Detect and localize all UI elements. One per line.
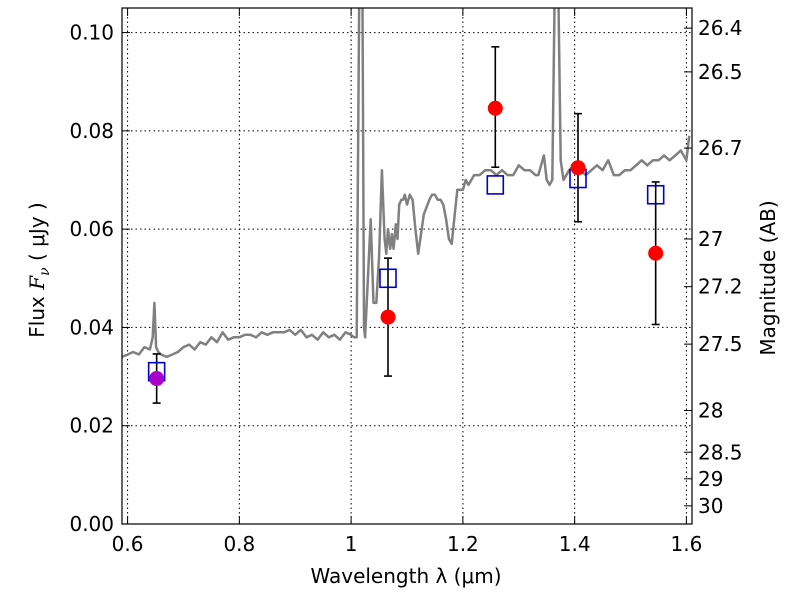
observed-point-1 <box>380 309 396 325</box>
observed-point-3 <box>570 160 586 176</box>
mag-tick-label-2: 26.7 <box>698 136 743 160</box>
observed-point-4 <box>648 245 664 261</box>
x-tick-label-2: 1 <box>345 532 358 556</box>
mag-tick-label-4: 27.2 <box>698 275 743 299</box>
mag-tick-label-7: 28.5 <box>698 440 743 464</box>
y-tick-label-0: 0.00 <box>69 512 114 536</box>
y-tick-label-2: 0.04 <box>69 315 114 339</box>
mag-tick-label-9: 30 <box>698 494 723 518</box>
y-axis-label-subscript: ν <box>37 267 53 276</box>
mag-tick-label-6: 28 <box>698 398 723 422</box>
x-tick-label-5: 1.6 <box>671 532 703 556</box>
x-tick-label-1: 0.8 <box>223 532 255 556</box>
mag-tick-label-3: 27 <box>698 227 723 251</box>
grid-lines <box>122 8 692 525</box>
x-tick-label-4: 1.4 <box>559 532 591 556</box>
errorbar-layer <box>152 46 660 404</box>
y-axis-label-unit: ( μJy ) <box>25 202 49 267</box>
y-axis-label-prefix: Flux <box>25 290 49 338</box>
plot-frame <box>121 7 693 525</box>
y-axis-label-symbol: F <box>25 275 49 291</box>
mag-tick-label-8: 29 <box>698 467 723 491</box>
y-axis-label: Flux Fν ( μJy ) <box>25 202 53 337</box>
mag-tick-label-1: 26.5 <box>698 60 743 84</box>
mag-tick-label-0: 26.4 <box>698 16 743 40</box>
y-tick-label-5: 0.10 <box>69 21 114 45</box>
spectrum-layer <box>122 8 691 359</box>
model-square-4 <box>646 184 665 205</box>
x-axis-label: Wavelength λ (μm) <box>310 564 501 588</box>
x-tick-label-0: 0.6 <box>112 532 144 556</box>
y-tick-label-3: 0.06 <box>69 217 114 241</box>
y-tick-label-1: 0.02 <box>69 414 114 438</box>
magnitude-axis-label: Magnitude (AB) <box>756 200 780 355</box>
marker-layer <box>147 100 665 387</box>
axis-ticks <box>122 8 692 525</box>
spectrum-line <box>122 8 691 359</box>
observed-point-2 <box>487 100 503 116</box>
y-tick-label-4: 0.08 <box>69 119 114 143</box>
mag-tick-label-5: 27.5 <box>698 332 743 356</box>
model-square-1 <box>379 268 397 289</box>
x-tick-label-3: 1.2 <box>447 532 479 556</box>
model-square-2 <box>486 175 505 195</box>
observed-point-0 <box>149 371 165 387</box>
tick-labels: 0.6 0.8 1 1.2 1.4 1.6 0.00 0.02 0.04 0.06 0.08 0.10… <box>69 16 742 556</box>
